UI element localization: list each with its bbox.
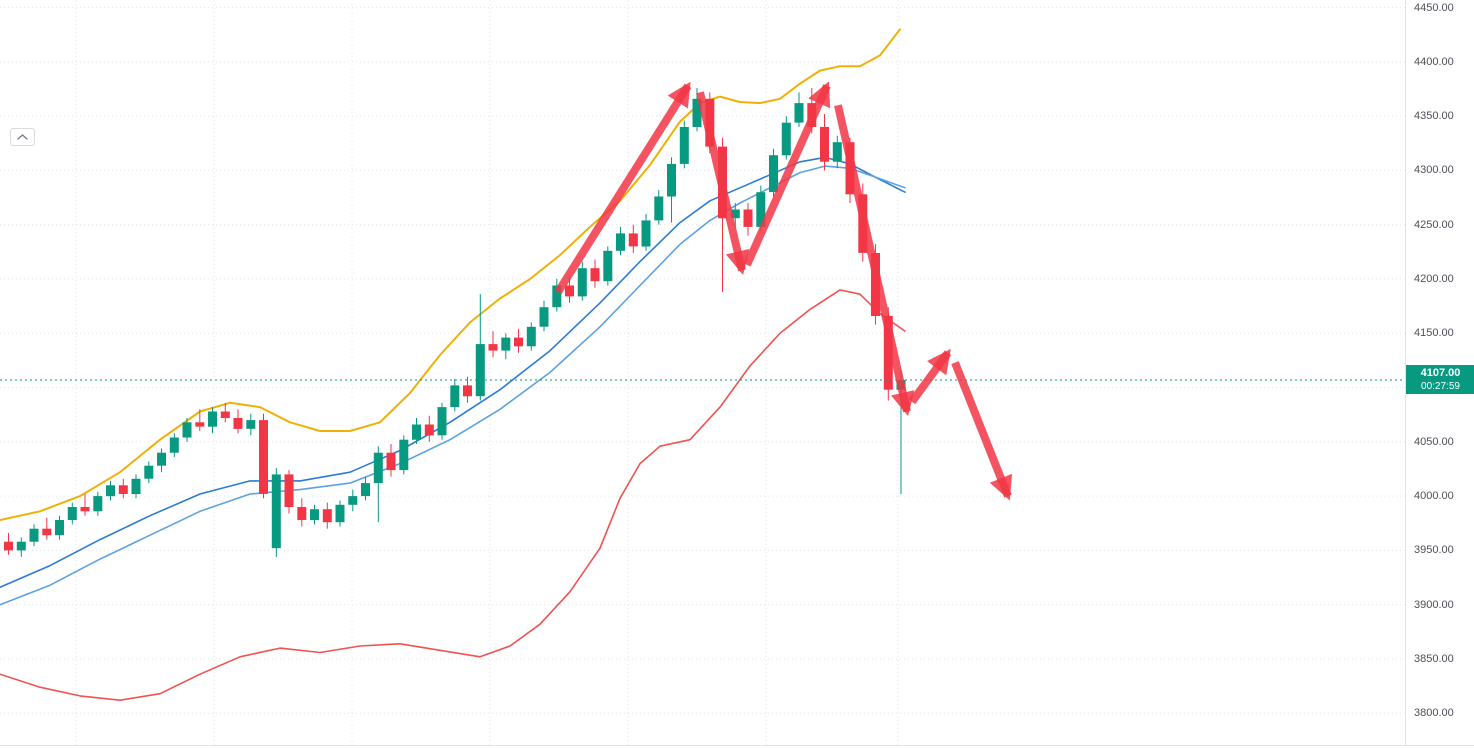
price-axis-label: 4000.00 — [1414, 490, 1454, 502]
bar-countdown: 00:27:59 — [1421, 381, 1460, 392]
annotation-arrows[interactable] — [554, 81, 1013, 501]
price-axis-label: 4450.00 — [1414, 2, 1454, 14]
price-axis-label: 4350.00 — [1414, 110, 1454, 122]
price-axis-label: 3850.00 — [1414, 653, 1454, 665]
current-price-badge: 4107.00 00:27:59 — [1406, 365, 1474, 394]
grid-lines — [0, 0, 1405, 748]
price-axis-label: 4400.00 — [1414, 56, 1454, 68]
collapse-panel-button[interactable] — [10, 128, 35, 146]
price-axis-label: 4200.00 — [1414, 273, 1454, 285]
chevron-up-icon — [17, 134, 28, 140]
indicator-lines — [0, 28, 906, 702]
candlesticks — [4, 87, 906, 557]
current-price-value: 4107.00 — [1420, 367, 1461, 379]
price-axis-label: 3950.00 — [1414, 544, 1454, 556]
time-axis-strip — [0, 745, 1474, 748]
price-axis-label: 4150.00 — [1414, 327, 1454, 339]
price-axis-label: 3900.00 — [1414, 599, 1454, 611]
price-axis-label: 4050.00 — [1414, 436, 1454, 448]
price-axis-label: 4300.00 — [1414, 164, 1454, 176]
price-axis-label: 4250.00 — [1414, 219, 1454, 231]
price-axis[interactable]: 4450.00 4400.00 4350.00 4300.00 4250.00 4200.… — [1405, 0, 1474, 748]
chart-canvas[interactable] — [0, 0, 1405, 748]
price-axis-label: 3800.00 — [1414, 707, 1454, 719]
